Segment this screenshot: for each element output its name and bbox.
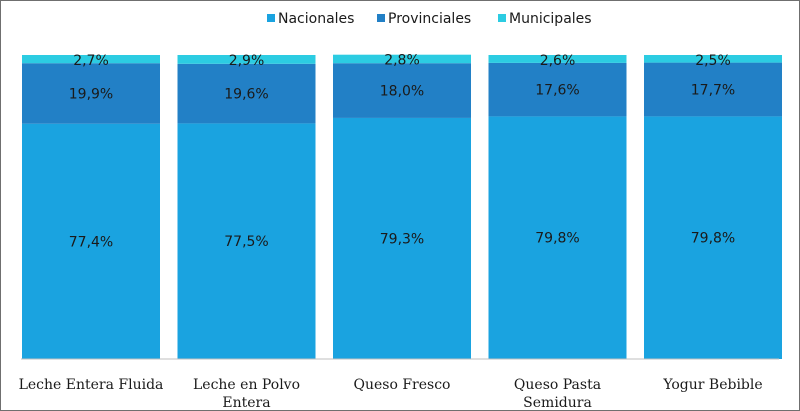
data-label-municipales-3: 2,8% [384, 53, 420, 69]
data-label-provinciales-1: 19,9% [69, 86, 113, 102]
data-label-nacionales-4: 79,8% [535, 231, 579, 247]
data-label-municipales-1: 2,7% [73, 53, 109, 69]
category-labels-group: Leche Entera Fluida Leche en Polvo Entera Q… [19, 377, 763, 410]
bar-segment-nacionales-2 [177, 123, 316, 360]
data-label-municipales-2: 2,9% [229, 53, 265, 69]
data-label-municipales-5: 2,5% [695, 53, 731, 69]
data-label-nacionales-2: 77,5% [224, 234, 268, 250]
data-label-municipales-4: 2,6% [540, 53, 576, 69]
bars-group [22, 54, 782, 360]
bar-segment-provinciales-3 [333, 63, 471, 118]
legend-label-provinciales: Provinciales [388, 11, 471, 27]
bar-segment-provinciales-4 [488, 62, 627, 117]
category-label-2-line-1: Leche en Polvo [193, 377, 300, 393]
bar-segment-municipales-3 [333, 54, 471, 64]
bar-segment-municipales-1 [22, 55, 160, 64]
data-label-provinciales-3: 18,0% [380, 84, 424, 100]
data-label-nacionales-5: 79,8% [691, 231, 735, 247]
data-label-provinciales-5: 17,7% [691, 83, 735, 99]
bar-segment-municipales-2 [177, 55, 316, 64]
legend-label-municipales: Municipales [509, 11, 592, 27]
bar-segment-municipales-4 [488, 55, 627, 63]
bar-segment-municipales-5 [644, 55, 782, 63]
data-label-provinciales-4: 17,6% [535, 83, 579, 99]
legend-swatch-nacionales [267, 14, 275, 22]
data-labels-group: 77,4% 19,9% 2,7% 77,5% 19,6% 2,9% 79,3% 18,0% 2,… [69, 53, 735, 251]
category-label-2-line-2: Entera [222, 395, 270, 410]
data-label-nacionales-1: 77,4% [69, 234, 113, 250]
bar-segment-provinciales-1 [22, 63, 160, 124]
bar-segment-provinciales-5 [644, 62, 782, 117]
bar-segment-nacionales-1 [22, 123, 160, 359]
category-label-1: Leche Entera Fluida [19, 377, 164, 393]
legend-label-nacionales: Nacionales [278, 11, 354, 27]
legend-swatch-provinciales [377, 14, 385, 22]
bar-segment-nacionales-4 [488, 116, 627, 360]
bar-segment-provinciales-2 [177, 63, 316, 124]
category-label-5: Yogur Bebible [662, 377, 762, 393]
category-label-4-line-2: Semidura [523, 395, 592, 410]
category-label-3: Queso Fresco [354, 377, 451, 393]
data-label-provinciales-2: 19,6% [224, 87, 268, 103]
legend: Nacionales Provinciales Municipales [267, 11, 592, 27]
bar-segment-nacionales-5 [644, 116, 782, 360]
legend-swatch-municipales [498, 14, 506, 22]
data-label-nacionales-3: 79,3% [380, 231, 424, 247]
category-label-4-line-1: Queso Pasta [514, 377, 601, 393]
bar-segment-nacionales-3 [333, 117, 471, 359]
